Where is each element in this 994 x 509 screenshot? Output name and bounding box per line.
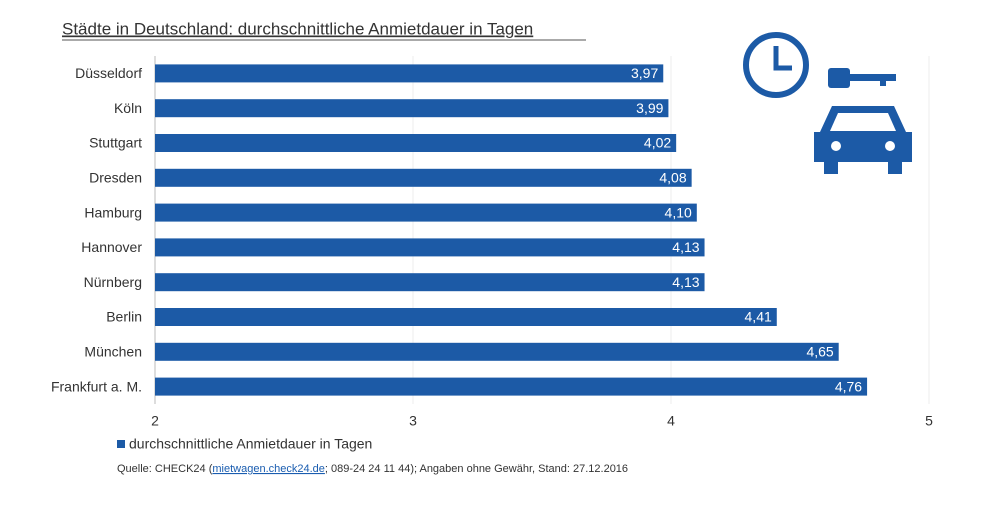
y-tick-label: Berlin bbox=[106, 309, 142, 325]
bar bbox=[155, 168, 692, 187]
y-tick-label: Stuttgart bbox=[89, 135, 142, 151]
value-label: 4,65 bbox=[806, 344, 833, 360]
icons bbox=[743, 32, 809, 98]
car-light bbox=[831, 141, 841, 151]
legend-swatch bbox=[117, 440, 125, 448]
y-tick-label: Köln bbox=[114, 100, 142, 116]
key-tooth bbox=[880, 80, 886, 86]
key-shaft bbox=[848, 74, 896, 81]
bar bbox=[155, 203, 697, 222]
clock-hands bbox=[773, 46, 792, 71]
bar bbox=[155, 134, 677, 152]
y-tick-label: Düsseldorf bbox=[75, 65, 142, 81]
car-light bbox=[885, 141, 895, 151]
bar bbox=[155, 238, 705, 257]
source-text: Quelle: CHECK24 ( bbox=[117, 463, 213, 475]
value-label: 4,10 bbox=[665, 204, 692, 220]
x-tick-label: 2 bbox=[151, 413, 159, 429]
y-tick-label: Hamburg bbox=[84, 204, 142, 220]
bar bbox=[155, 64, 664, 83]
value-label: 4,02 bbox=[644, 135, 671, 151]
value-label: 4,13 bbox=[672, 274, 699, 290]
y-tick-label: Dresden bbox=[89, 170, 142, 186]
source-link[interactable]: mietwagen.check24.de bbox=[212, 463, 325, 475]
x-tick-label: 5 bbox=[925, 413, 933, 429]
bar bbox=[155, 99, 669, 118]
y-tick-label: Frankfurt a. M. bbox=[51, 378, 142, 394]
legend-label: durchschnittliche Anmietdauer in Tagen bbox=[129, 436, 372, 452]
source-text: ; 089-24 24 11 44); Angaben ohne Gewähr,… bbox=[325, 463, 628, 475]
value-label: 4,13 bbox=[672, 239, 699, 255]
key-head bbox=[828, 68, 850, 88]
x-tick-label: 3 bbox=[409, 413, 417, 429]
y-tick-label: Nürnberg bbox=[84, 274, 142, 290]
clock-icon bbox=[743, 32, 809, 98]
y-tick-label: Hannover bbox=[81, 239, 142, 255]
value-label: 4,76 bbox=[835, 378, 862, 394]
key-icon bbox=[828, 68, 896, 88]
car-icon bbox=[814, 106, 912, 174]
car-window bbox=[830, 113, 896, 131]
source: Quelle: CHECK24 (mietwagen.check24.de; 0… bbox=[117, 463, 628, 475]
bar bbox=[155, 273, 705, 292]
y-tick-label: München bbox=[84, 344, 142, 360]
x-tick-label: 4 bbox=[667, 413, 675, 429]
value-label: 3,97 bbox=[631, 65, 658, 81]
bar bbox=[155, 342, 839, 361]
value-label: 3,99 bbox=[636, 100, 663, 116]
bar bbox=[155, 377, 868, 396]
value-label: 4,41 bbox=[745, 309, 772, 325]
value-label: 4,08 bbox=[659, 170, 686, 186]
bar bbox=[155, 308, 777, 326]
chart-title: Städte in Deutschland: durchschnittliche… bbox=[62, 19, 533, 38]
